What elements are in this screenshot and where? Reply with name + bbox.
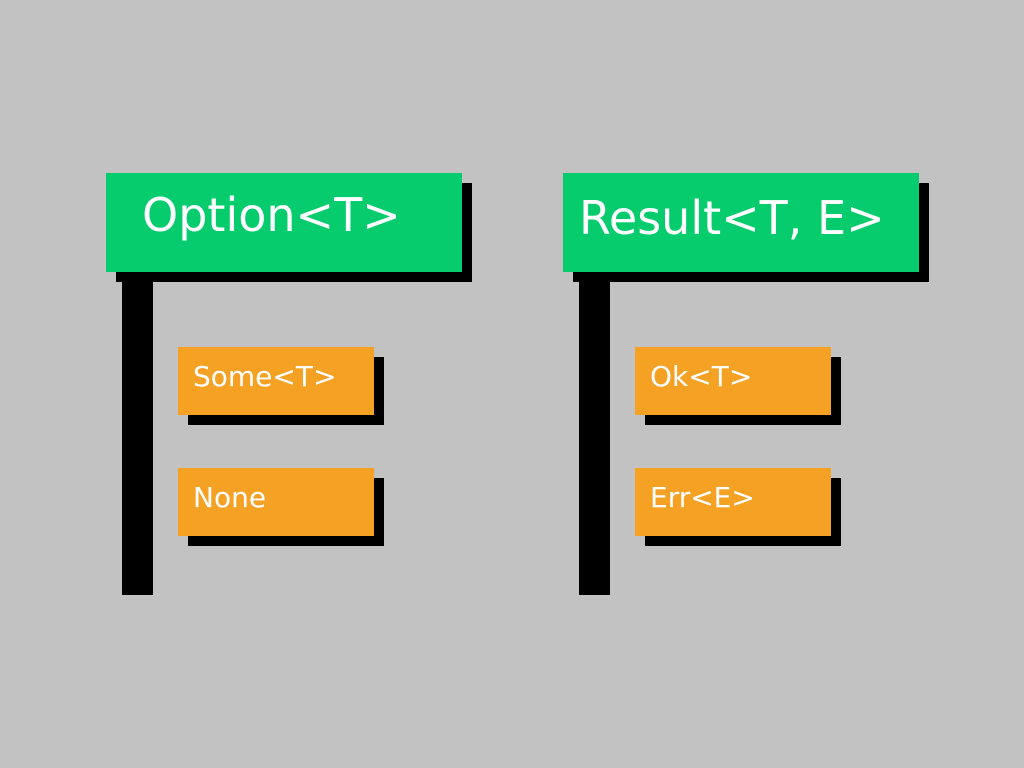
result-group: Result<T, E> Ok<T> Err<E>: [563, 0, 943, 768]
some-variant-box: Some<T>: [178, 347, 374, 415]
option-pole: [122, 270, 153, 595]
option-group: Option<T> Some<T> None: [106, 0, 486, 768]
option-header: Option<T>: [106, 173, 462, 272]
result-pole: [579, 270, 610, 595]
none-variant-box: None: [178, 468, 374, 536]
err-variant-box: Err<E>: [635, 468, 831, 536]
result-header: Result<T, E>: [563, 173, 919, 272]
ok-variant-box: Ok<T>: [635, 347, 831, 415]
